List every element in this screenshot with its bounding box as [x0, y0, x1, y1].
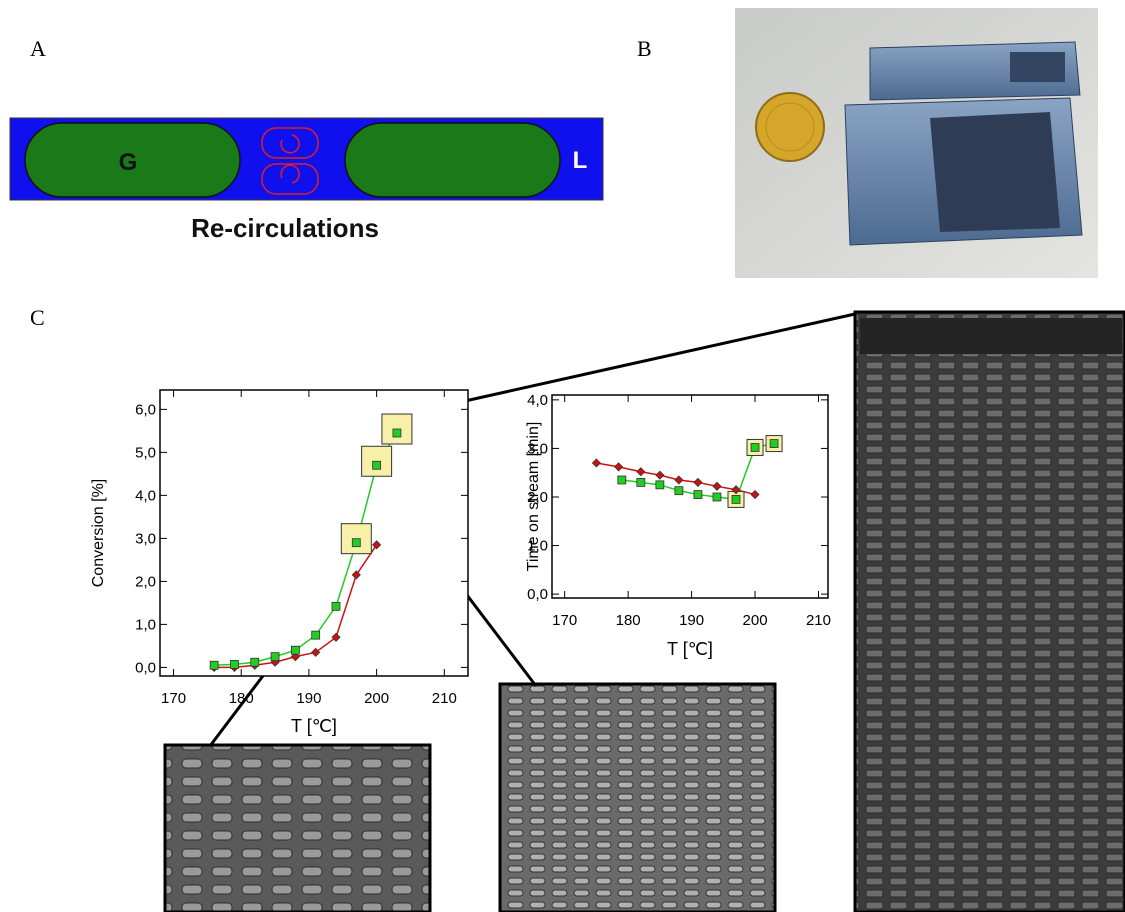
micrograph-header [860, 318, 1122, 354]
y-tick-label: 3,0 [135, 530, 156, 547]
data-point [713, 493, 721, 501]
data-point [373, 461, 381, 469]
data-point [393, 429, 401, 437]
panel-label: A [30, 36, 46, 61]
y-tick-label: 2,0 [135, 573, 156, 590]
panel-label: B [637, 36, 652, 61]
micrograph [855, 312, 1125, 912]
micrograph [165, 745, 430, 912]
data-point [637, 478, 645, 486]
data-point [332, 602, 340, 610]
x-tick-label: 200 [364, 690, 389, 707]
x-tick-label: 170 [552, 612, 577, 629]
y-tick-label: 5,0 [135, 444, 156, 461]
panel-label: C [30, 305, 45, 330]
x-tick-label: 210 [806, 612, 831, 629]
data-point [751, 443, 759, 451]
chart: 170 180 190 200 210 0,0 1,0 2,0 3,0 4,0 5,0 6,0 T [℃… [90, 390, 468, 736]
data-point [312, 631, 320, 639]
x-axis-label: T [℃] [667, 639, 713, 659]
y-axis-label: Conversion [%] [90, 479, 107, 588]
x-axis-label: T [℃] [291, 716, 337, 736]
y-tick-label: 1,0 [135, 616, 156, 633]
plot-frame [552, 395, 828, 598]
micrograph [500, 684, 775, 912]
data-point [251, 658, 259, 666]
data-point [656, 481, 664, 489]
x-tick-label: 170 [161, 690, 186, 707]
data-point [271, 653, 279, 661]
data-point [291, 646, 299, 654]
liquid-label: L [573, 147, 588, 174]
data-point [352, 539, 360, 547]
x-tick-label: 200 [743, 612, 768, 629]
y-axis-label: Time on stream [min] [525, 422, 542, 572]
x-tick-label: 180 [229, 690, 254, 707]
flow-diagram: G L Re-circulations [10, 118, 603, 243]
gas-label: G [119, 149, 138, 176]
data-point [732, 495, 740, 503]
data-point [210, 661, 218, 669]
photo [735, 8, 1098, 278]
data-point [675, 487, 683, 495]
x-tick-label: 190 [679, 612, 704, 629]
data-point [694, 491, 702, 499]
y-tick-label: 0,0 [135, 659, 156, 676]
figure: A B C G L Re-circulations 170 180 190 200 21… [0, 0, 1125, 912]
data-point [770, 440, 778, 448]
y-tick-label: 0,0 [527, 586, 548, 603]
y-tick-label: 4,0 [135, 487, 156, 504]
diagram-caption: Re-circulations [191, 213, 379, 243]
x-tick-label: 180 [616, 612, 641, 629]
page: A B C G L Re-circulations 170 180 190 200 21… [0, 0, 1125, 912]
y-tick-label: 4,0 [527, 392, 548, 409]
x-tick-label: 210 [432, 690, 457, 707]
data-point [230, 660, 238, 668]
y-tick-label: 6,0 [135, 401, 156, 418]
data-point [618, 476, 626, 484]
x-tick-label: 190 [296, 690, 321, 707]
